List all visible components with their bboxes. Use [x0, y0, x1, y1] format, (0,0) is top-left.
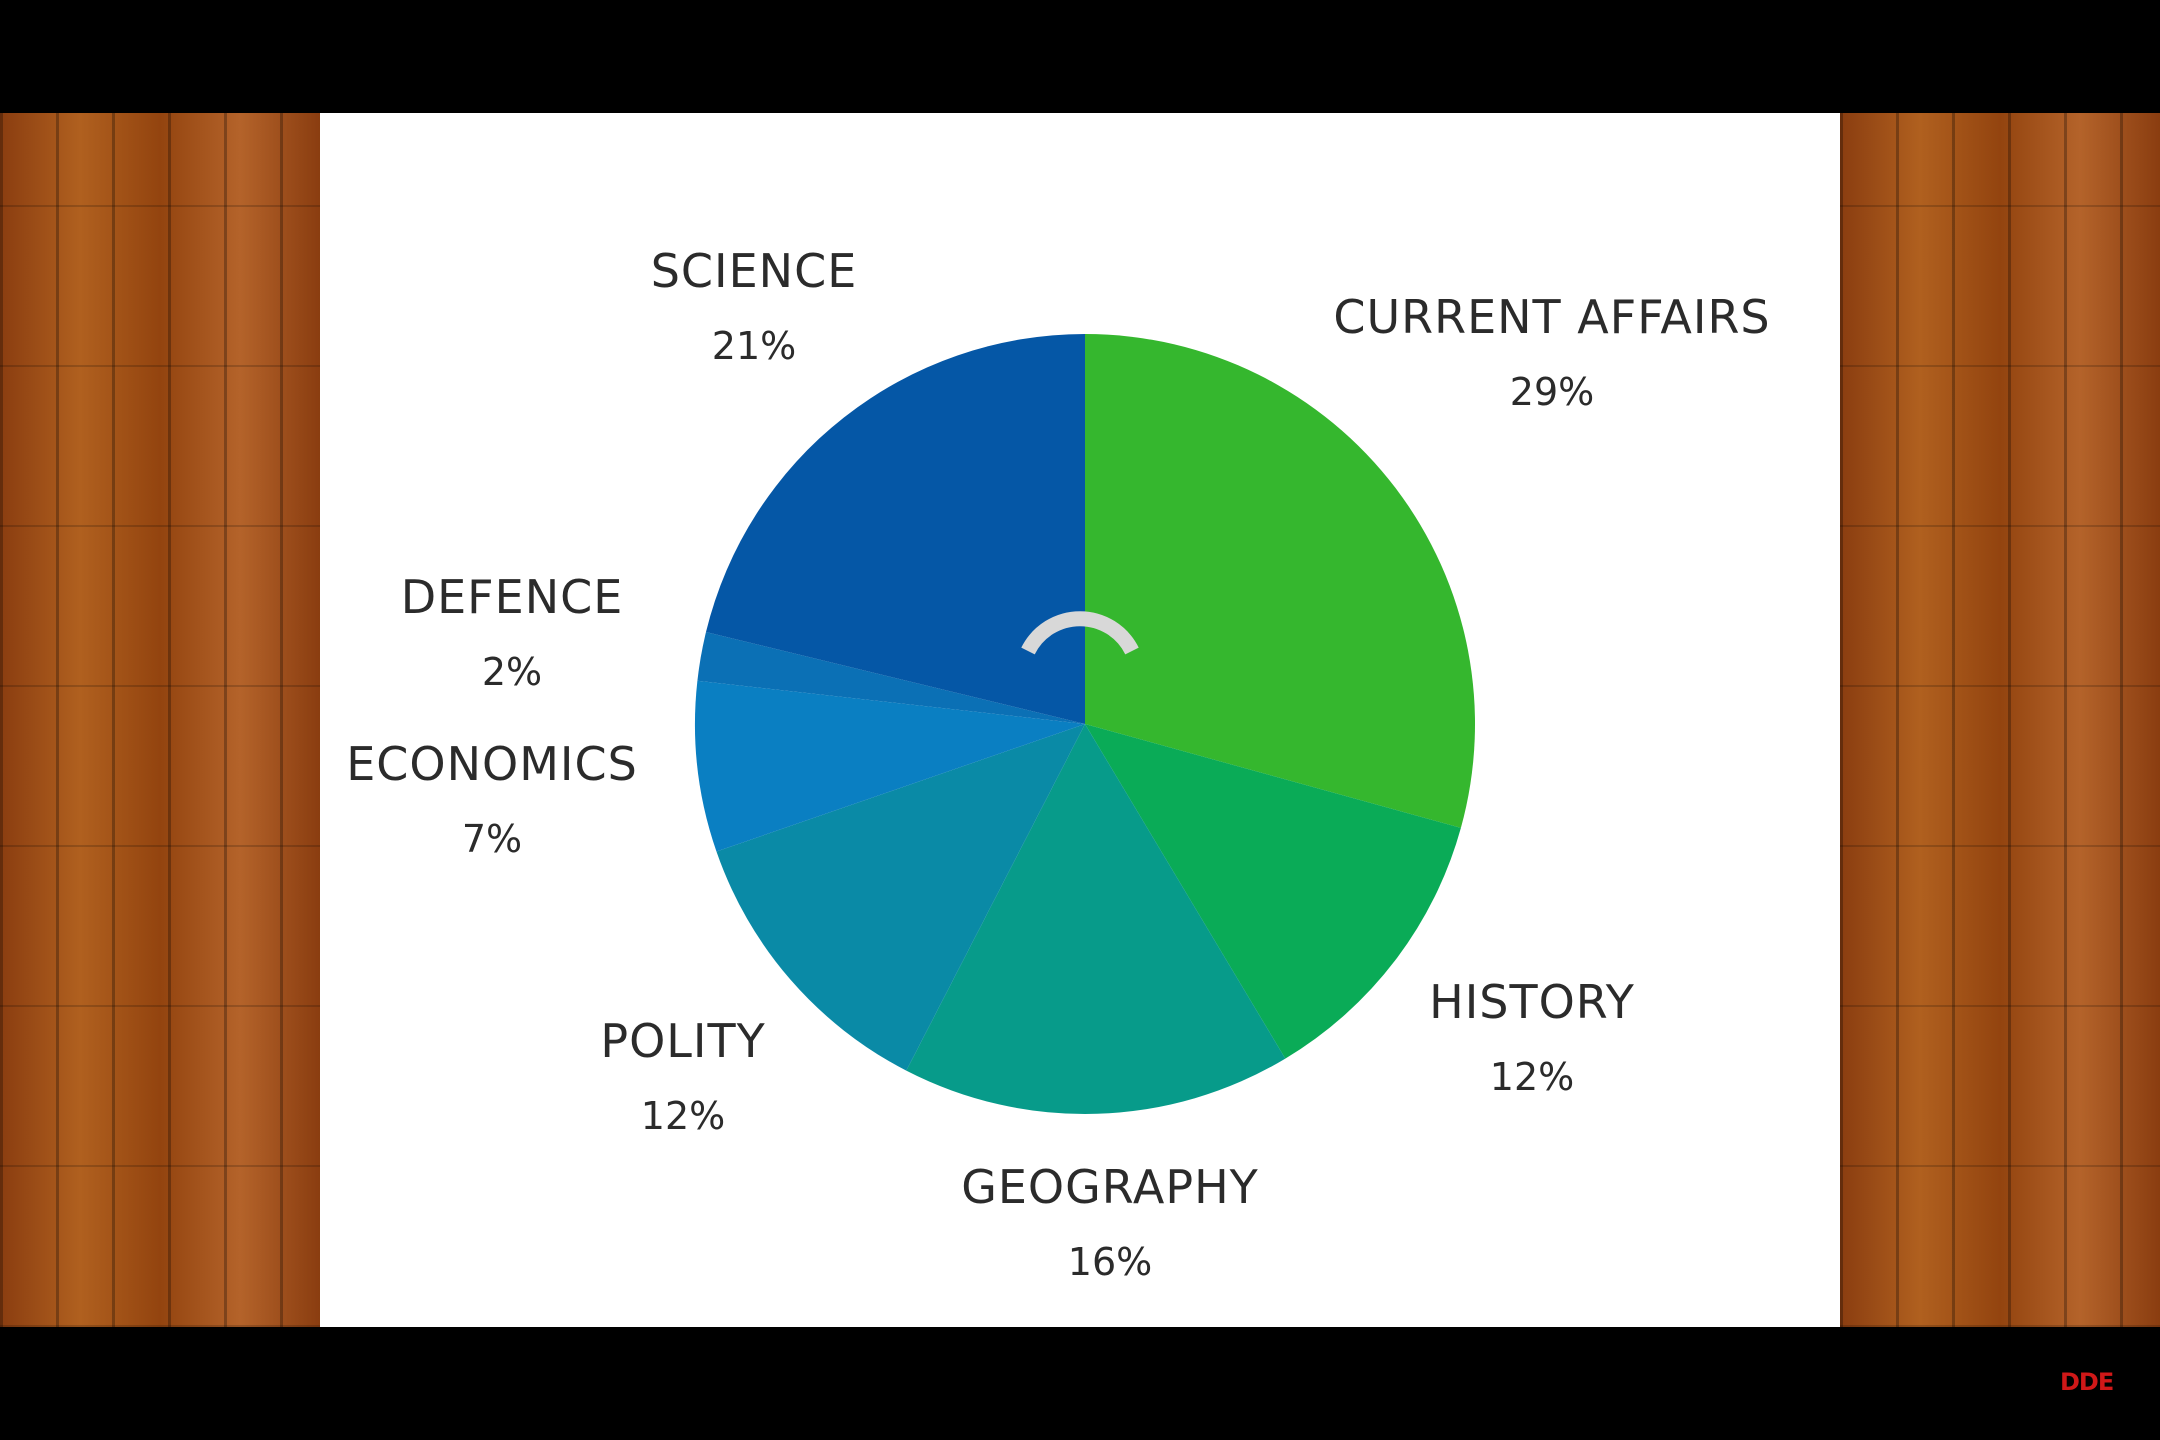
slice-value-science: 21% [712, 324, 796, 368]
slice-label-science: SCIENCE [651, 244, 858, 298]
pie-slice-polity [716, 724, 1085, 1071]
wood-background-right [1840, 113, 2160, 1327]
pie-slice-science [705, 334, 1085, 724]
pie-slice-economics [694, 680, 1085, 852]
slice-value-polity: 12% [641, 1094, 725, 1138]
slice-value-current-affairs: 29% [1510, 370, 1594, 414]
slice-label-geography: GEOGRAPHY [961, 1160, 1259, 1214]
channel-watermark: DDE [2060, 1368, 2114, 1396]
slice-label-history: HISTORY [1429, 975, 1635, 1029]
slice-label-economics: ECONOMICS [346, 737, 638, 791]
loading-spinner-icon [1021, 611, 1139, 655]
slice-value-economics: 7% [462, 817, 522, 861]
slice-label-polity: POLITY [600, 1014, 765, 1068]
pie-slice-geography [906, 724, 1286, 1114]
pie-slices [694, 333, 1476, 1114]
slice-value-geography: 16% [1068, 1240, 1152, 1284]
pie-slice-defence [697, 632, 1085, 724]
slice-label-current-affairs: CURRENT AFFAIRS [1333, 290, 1770, 344]
wood-background-left [0, 113, 320, 1327]
slice-value-defence: 2% [482, 650, 542, 694]
pie-slice-current-affairs [1085, 333, 1476, 828]
pie-slice-history [1085, 724, 1461, 1059]
slice-label-defence: DEFENCE [401, 570, 624, 624]
slice-value-history: 12% [1490, 1055, 1574, 1099]
pie-labels: CURRENT AFFAIRS 29% HISTORY 12% GEOGRAPHY 16%… [346, 244, 1770, 1284]
